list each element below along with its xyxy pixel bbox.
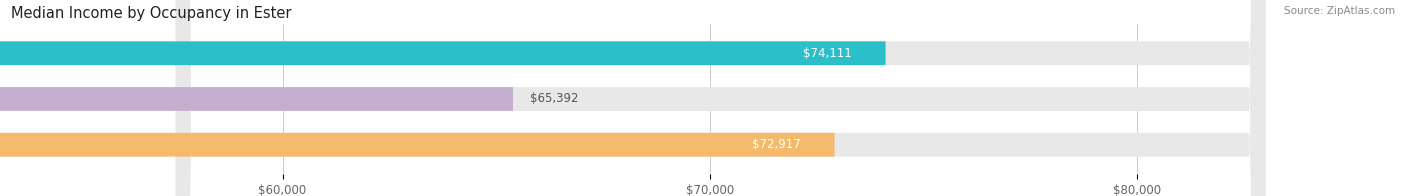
FancyBboxPatch shape <box>0 133 835 157</box>
Text: $74,111: $74,111 <box>803 47 852 60</box>
Text: $65,392: $65,392 <box>530 93 579 105</box>
FancyBboxPatch shape <box>0 41 886 65</box>
FancyBboxPatch shape <box>176 0 1265 196</box>
FancyBboxPatch shape <box>176 0 1265 196</box>
Text: $72,917: $72,917 <box>752 138 800 151</box>
Text: Median Income by Occupancy in Ester: Median Income by Occupancy in Ester <box>11 6 292 21</box>
FancyBboxPatch shape <box>0 87 513 111</box>
Text: Source: ZipAtlas.com: Source: ZipAtlas.com <box>1284 6 1395 16</box>
FancyBboxPatch shape <box>176 0 1265 196</box>
